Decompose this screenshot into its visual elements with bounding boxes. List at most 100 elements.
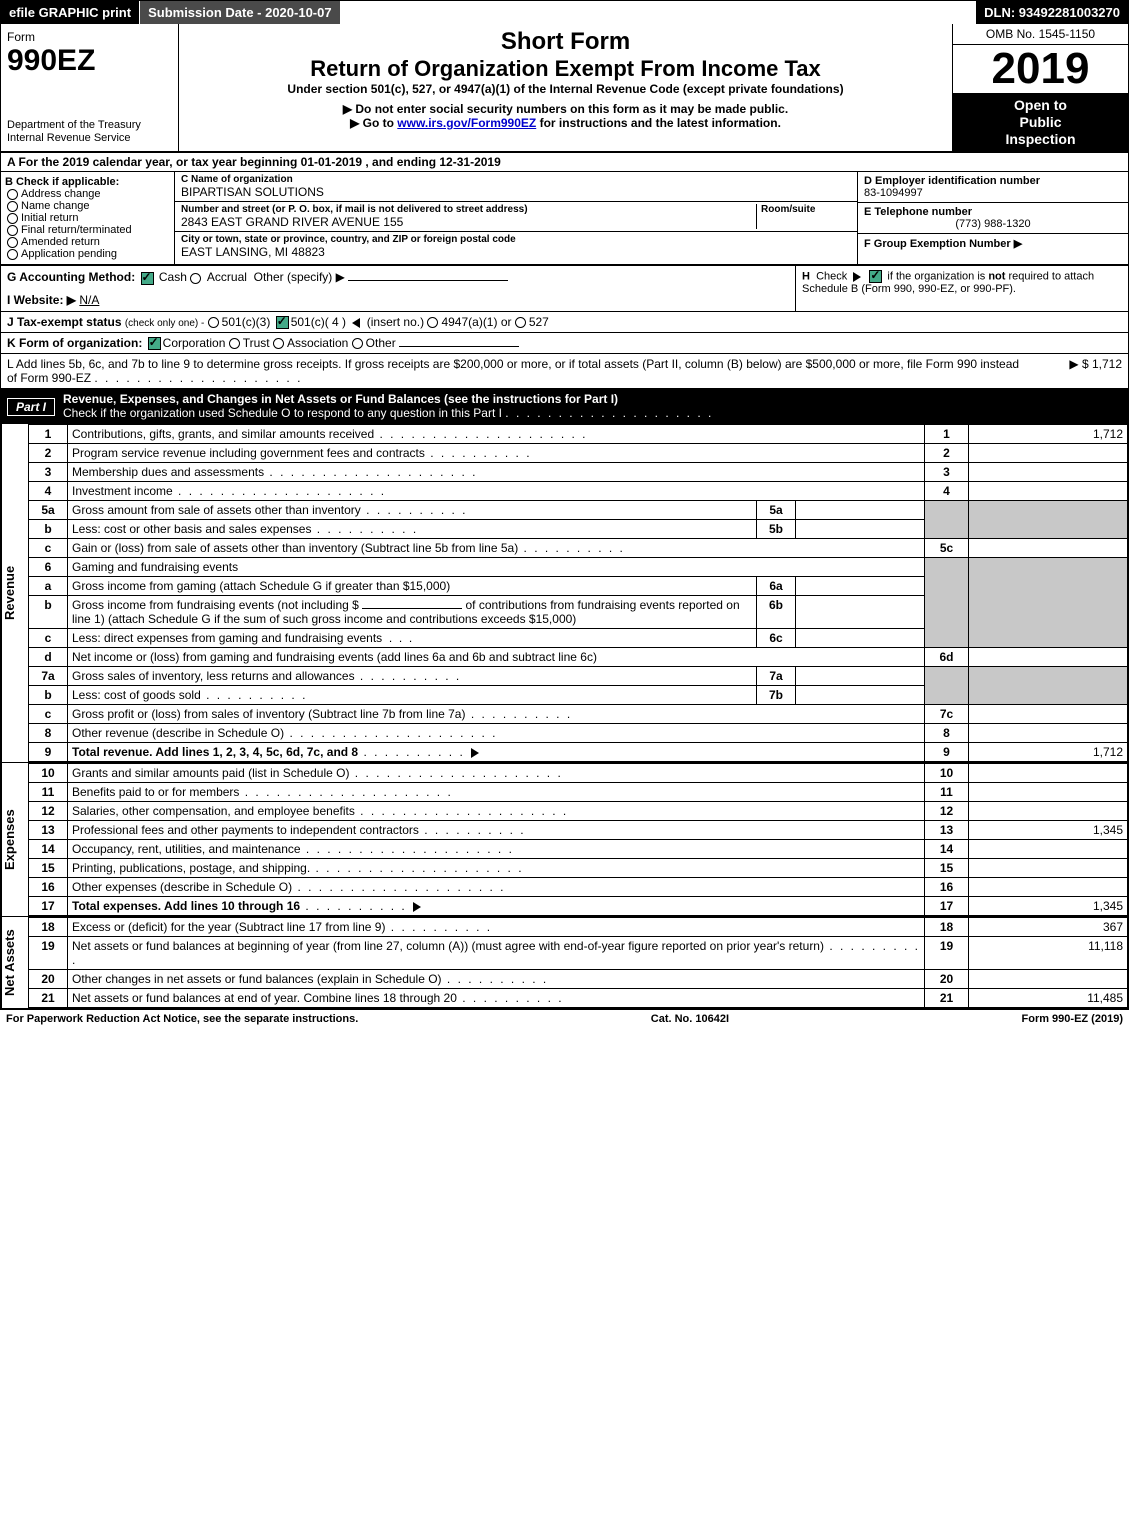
line-20: 20Other changes in net assets or fund ba… [29, 969, 1128, 988]
b-opt-final[interactable]: Final return/terminated [5, 224, 170, 236]
j-o4: 527 [529, 315, 549, 329]
line-7a: 7a Gross sales of inventory, less return… [29, 666, 1128, 685]
title-return: Return of Organization Exempt From Incom… [189, 56, 942, 82]
city-label: City or town, state or province, country… [181, 234, 851, 245]
line-7c: c Gross profit or (loss) from sales of i… [29, 704, 1128, 723]
circle-icon [7, 201, 18, 212]
top-bar: efile GRAPHIC print Submission Date - 20… [1, 1, 1128, 24]
k-o2: Trust [243, 336, 270, 350]
b-opt-pending[interactable]: Application pending [5, 248, 170, 260]
b-opt-amended[interactable]: Amended return [5, 236, 170, 248]
ein-value: 83-1094997 [864, 187, 1122, 199]
circle-icon[interactable] [273, 338, 284, 349]
header-right: OMB No. 1545-1150 2019 Open to Public In… [952, 24, 1128, 151]
circle-icon [7, 237, 18, 248]
circle-icon[interactable] [229, 338, 240, 349]
form-word: Form [7, 30, 172, 44]
circle-icon[interactable] [190, 273, 201, 284]
triangle-icon [471, 748, 479, 758]
triangle-icon [853, 272, 861, 282]
f-group: F Group Exemption Number ▶ [858, 234, 1128, 253]
open-inspection: Open to Public Inspection [953, 93, 1128, 151]
j-o2b: (insert no.) [367, 315, 424, 329]
irs-name: Internal Revenue Service [7, 132, 172, 145]
b-opt-name[interactable]: Name change [5, 200, 170, 212]
revenue-vlabel: Revenue [1, 424, 28, 762]
line-19: 19Net assets or fund balances at beginni… [29, 936, 1128, 969]
section-def: D Employer identification number 83-1094… [857, 172, 1128, 264]
line-5c: c Gain or (loss) from sale of assets oth… [29, 538, 1128, 557]
dept-treasury: Department of the Treasury [7, 119, 172, 132]
revenue-table: 1 Contributions, gifts, grants, and simi… [28, 424, 1128, 762]
submission-date: Submission Date - 2020-10-07 [140, 1, 341, 24]
line-13: 13Professional fees and other payments t… [29, 820, 1128, 839]
circle-icon [7, 249, 18, 260]
line-15: 15Printing, publications, postage, and s… [29, 858, 1128, 877]
line-8: 8 Other revenue (describe in Schedule O)… [29, 723, 1128, 742]
k-o3: Association [287, 336, 348, 350]
e-label: E Telephone number [864, 206, 1122, 218]
line-14: 14Occupancy, rent, utilities, and mainte… [29, 839, 1128, 858]
insp-2: Public [955, 114, 1126, 131]
irs-link[interactable]: www.irs.gov/Form990EZ [397, 116, 536, 130]
room-label: Room/suite [761, 204, 851, 215]
tax-year: 2019 [953, 45, 1128, 93]
expenses-vlabel: Expenses [1, 763, 28, 916]
circle-icon[interactable] [515, 317, 526, 328]
part1-header: Part I Revenue, Expenses, and Changes in… [1, 389, 1128, 423]
checkbox-501c4-icon[interactable] [276, 316, 289, 329]
k-o1: Corporation [163, 336, 226, 350]
j-o1: 501(c)(3) [222, 315, 271, 329]
h-check: H Check if the organization is not requi… [795, 266, 1128, 310]
checkbox-corp-icon[interactable] [148, 337, 161, 350]
g-accrual: Accrual [207, 270, 247, 284]
addr-value: 2843 EAST GRAND RIVER AVENUE 155 [181, 215, 756, 229]
circle-icon[interactable] [208, 317, 219, 328]
g-cash: Cash [159, 270, 187, 284]
c-label: C Name of organization [181, 174, 851, 185]
d-ein: D Employer identification number 83-1094… [858, 172, 1128, 203]
blank-line[interactable] [362, 608, 462, 609]
b-opt-initial[interactable]: Initial return [5, 212, 170, 224]
l-text: L Add lines 5b, 6c, and 7b to line 9 to … [7, 357, 1032, 385]
circle-icon[interactable] [352, 338, 363, 349]
b-opt-address[interactable]: Address change [5, 188, 170, 200]
g-other-line[interactable] [348, 280, 508, 281]
amt-19: 11,118 [969, 936, 1128, 969]
form-container: efile GRAPHIC print Submission Date - 20… [0, 0, 1129, 1010]
netassets-section: Net Assets 18Excess or (deficit) for the… [1, 917, 1128, 1009]
netassets-table: 18Excess or (deficit) for the year (Subt… [28, 917, 1128, 1008]
info-grid: B Check if applicable: Address change Na… [1, 171, 1128, 266]
g-label: G Accounting Method: [7, 270, 135, 284]
line-a: A For the 2019 calendar year, or tax yea… [1, 153, 1128, 171]
checkbox-schedo-icon[interactable] [719, 408, 732, 421]
line-17: 17Total expenses. Add lines 10 through 1… [29, 896, 1128, 915]
j-note: (check only one) - [125, 318, 204, 329]
checkbox-h-icon[interactable] [869, 270, 882, 283]
footer-right: Form 990-EZ (2019) [1022, 1013, 1123, 1025]
amt-13: 1,345 [969, 820, 1128, 839]
line-21: 21Net assets or fund balances at end of … [29, 988, 1128, 1007]
j-label: J Tax-exempt status [7, 315, 122, 329]
line-2: 2 Program service revenue including gove… [29, 443, 1128, 462]
org-name-row: C Name of organization BIPARTISAN SOLUTI… [175, 172, 857, 202]
checkbox-cash-icon[interactable] [141, 272, 154, 285]
section-b: B Check if applicable: Address change Na… [1, 172, 175, 264]
page-footer: For Paperwork Reduction Act Notice, see … [0, 1010, 1129, 1028]
j-o3: 4947(a)(1) or [441, 315, 511, 329]
k-other-line[interactable] [399, 346, 519, 347]
line-11: 11Benefits paid to or for members11 [29, 782, 1128, 801]
website-value: N/A [79, 293, 99, 307]
line-3: 3 Membership dues and assessments 3 [29, 462, 1128, 481]
efile-label: efile GRAPHIC print [1, 1, 140, 24]
e-phone: E Telephone number (773) 988-1320 [858, 203, 1128, 234]
circle-icon [7, 225, 18, 236]
amt-1: 1,712 [969, 424, 1128, 443]
topbar-spacer [341, 1, 977, 24]
row-j: J Tax-exempt status (check only one) - 5… [1, 312, 1128, 333]
ssn-warning: ▶ Do not enter social security numbers o… [189, 102, 942, 116]
triangle-left-icon [352, 318, 360, 328]
line-16: 16Other expenses (describe in Schedule O… [29, 877, 1128, 896]
circle-icon[interactable] [427, 317, 438, 328]
line-9: 9 Total revenue. Add lines 1, 2, 3, 4, 5… [29, 742, 1128, 761]
